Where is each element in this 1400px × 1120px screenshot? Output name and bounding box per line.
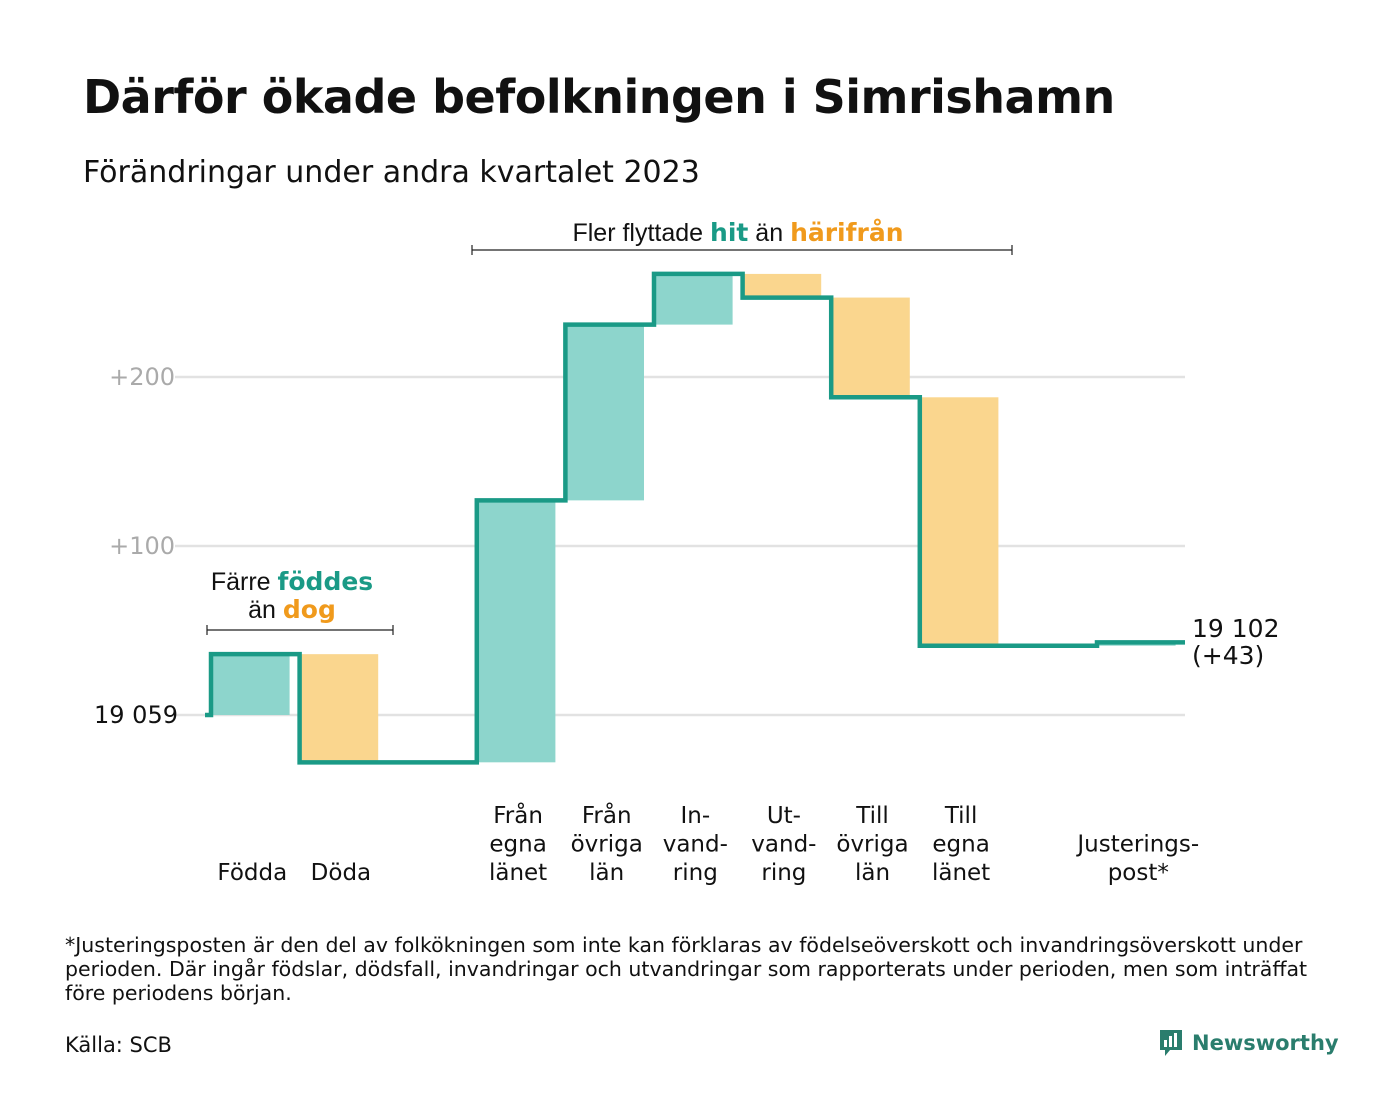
migration-annotation: Fler flyttade hit än härifrån [572,218,903,247]
category-label: övriga [836,832,908,858]
category-label: Från [493,801,543,829]
chart-title: Därför ökade befolkningen i Simrishamn [83,70,1115,124]
logo-text: Newsworthy [1192,1031,1339,1055]
category-label: Justerings- [1075,832,1199,858]
bar [474,500,556,763]
bar [829,297,910,398]
category-label: länet [489,860,547,886]
category-label: vand- [663,832,728,858]
category-label: post* [1108,860,1169,886]
bar [563,324,644,501]
category-label: Döda [311,860,371,886]
cumulative-step-line [205,271,1185,765]
category-label: egna [489,832,546,858]
end-value-label: (+43) [1192,641,1264,670]
category-label: ring [761,860,806,886]
bar [652,273,733,325]
category-label: vand- [751,832,816,858]
category-label: egna [932,832,989,858]
category-label: övriga [571,832,643,858]
category-label: Från [582,801,632,829]
source-label: Källa: SCB [65,1033,172,1057]
category-label: In- [680,803,710,829]
category-label: Till [944,803,978,829]
category-label: ring [673,860,718,886]
bar-chart-bubble-icon [1160,1030,1182,1056]
y-tick-label: +200 [109,363,175,391]
end-value-label: 19 102 [1192,614,1279,643]
births-annotation-line2: än dog [248,595,336,624]
bar [297,654,379,763]
bar [917,397,999,646]
category-label: län [589,860,624,886]
category-label: Födda [217,860,287,886]
chart-subtitle: Förändringar under andra kvartalet 2023 [83,155,700,190]
bar [740,273,822,298]
newsworthy-logo: Newsworthy [1158,1028,1339,1058]
category-label: Ut- [767,803,801,829]
y-tick-label: +100 [109,532,175,560]
y-base-label: 19 059 [94,701,178,729]
bar [209,654,290,715]
category-label: Till [855,803,889,829]
category-label: länet [932,860,990,886]
births-annotation-line1: Färre föddes [211,567,373,596]
category-label: län [855,860,890,886]
footnote: *Justeringsposten är den del av folkökni… [65,933,1308,1005]
